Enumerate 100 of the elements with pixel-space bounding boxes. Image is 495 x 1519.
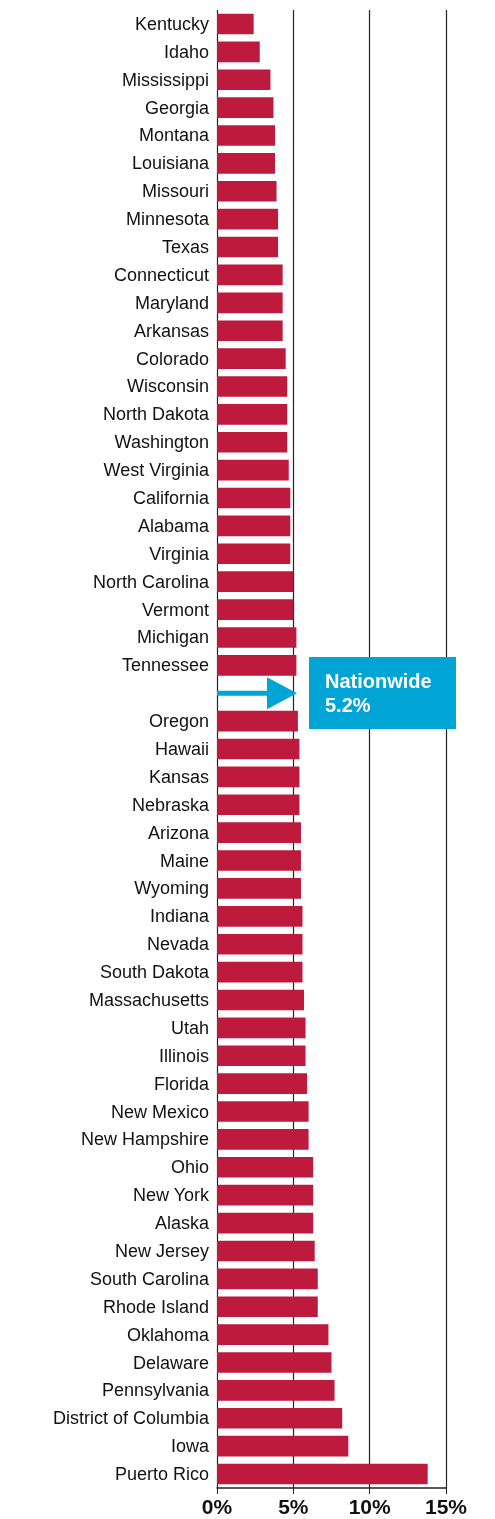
bar: [217, 41, 260, 63]
bar: [217, 180, 277, 202]
y-tick-label: Oklahoma: [126, 1324, 210, 1345]
bar: [217, 1184, 314, 1206]
bar: [217, 850, 301, 871]
bar: [217, 348, 286, 369]
bar: [217, 459, 289, 481]
bar: [217, 1240, 315, 1262]
bar: [217, 1435, 349, 1457]
bar: [217, 1463, 428, 1485]
y-tick-label: Vermont: [141, 599, 209, 620]
bar: [217, 1380, 335, 1401]
y-tick-label: Minnesota: [125, 209, 210, 230]
y-tick-label: West Virginia: [103, 460, 210, 481]
bar: [217, 543, 291, 565]
y-tick-label: Kansas: [148, 766, 209, 787]
bar: [217, 292, 283, 314]
bar: [217, 515, 291, 537]
bar: [217, 878, 301, 899]
bar: [217, 738, 300, 760]
y-tick-label: Maryland: [134, 292, 209, 313]
x-tick-label: 5%: [278, 1495, 309, 1518]
y-tick-label: Wyoming: [134, 878, 209, 899]
x-tick-label: 0%: [201, 1495, 233, 1518]
y-tick-label: North Dakota: [102, 404, 210, 425]
y-tick-label: Alabama: [137, 515, 210, 536]
bar: [217, 208, 279, 230]
bar: [217, 906, 303, 927]
y-tick-label: Ohio: [170, 1157, 209, 1178]
bar: [217, 961, 303, 983]
bar: [217, 933, 303, 955]
bar: [217, 1407, 343, 1429]
bar: [217, 989, 305, 1011]
y-tick-label: Wisconsin: [126, 376, 209, 397]
x-tick-label: 10%: [348, 1495, 392, 1518]
bar: [217, 376, 288, 397]
y-tick-label: Hawaii: [154, 739, 209, 759]
annotation: Nationwide 5.2%: [309, 657, 456, 730]
bar: [217, 1045, 306, 1067]
bar: [217, 794, 300, 816]
y-tick-label: Delaware: [132, 1352, 209, 1373]
y-tick-label: Colorado: [135, 348, 209, 369]
y-tick-label: Puerto Rico: [114, 1464, 209, 1485]
bar: [217, 766, 300, 788]
y-tick-label: Tennessee: [121, 655, 209, 676]
bar: [217, 125, 276, 146]
y-tick-label: New York: [132, 1185, 210, 1206]
y-tick-label: Nevada: [146, 934, 210, 955]
y-tick-label: Kentucky: [134, 13, 209, 34]
y-tick-label: Indiana: [149, 906, 210, 927]
y-tick-label: Arkansas: [133, 320, 209, 341]
y-tick-label: Washington: [114, 432, 209, 453]
y-tick-label: Florida: [153, 1073, 210, 1094]
y-tick-label: South Carolina: [89, 1268, 210, 1289]
bar: [217, 627, 297, 648]
bar: [217, 1129, 309, 1150]
bar: [217, 97, 274, 118]
y-tick-label: Texas: [161, 237, 209, 258]
bar: [217, 1017, 306, 1039]
bar: [217, 1268, 318, 1290]
bar: [217, 571, 294, 592]
y-tick-label: Montana: [138, 125, 210, 146]
y-tick-label: Idaho: [163, 41, 209, 62]
y-tick-label: District of Columbia: [52, 1408, 210, 1429]
bar: [217, 1101, 309, 1122]
y-tick-label: Massachusetts: [88, 989, 209, 1010]
y-tick-label: Oregon: [148, 711, 209, 732]
bar: [217, 1073, 308, 1094]
y-tick-label: California: [132, 488, 210, 509]
bar: [217, 404, 288, 425]
y-tick-label: New Mexico: [110, 1101, 209, 1122]
bar: [217, 1296, 318, 1318]
y-tick-label: Michigan: [136, 627, 209, 648]
y-tick-label: Louisiana: [131, 153, 210, 174]
bar: [217, 236, 279, 258]
bar: [217, 264, 283, 286]
x-tick-label: 15%: [424, 1495, 468, 1518]
y-tick-label: Maine: [159, 850, 209, 871]
bar: [217, 1156, 314, 1178]
y-tick-label: New Hampshire: [80, 1129, 209, 1150]
y-tick-label: Utah: [170, 1017, 209, 1038]
bar: [217, 1324, 329, 1345]
y-tick-label: Pennsylvania: [101, 1380, 210, 1401]
y-tick-label: South Dakota: [99, 962, 210, 983]
y-tick-label: Iowa: [170, 1436, 210, 1457]
y-tick-label: Connecticut: [113, 264, 209, 285]
y-tick-label: Missouri: [141, 181, 209, 202]
bar: [217, 1352, 332, 1373]
y-tick-label: Georgia: [144, 97, 210, 118]
bar: [217, 487, 291, 509]
y-tick-label: New Jersey: [114, 1240, 209, 1261]
bar: [217, 599, 294, 620]
y-tick-label: Virginia: [149, 543, 210, 564]
bar: [217, 1212, 314, 1234]
y-tick-label: Illinois: [158, 1045, 209, 1066]
bar: [217, 153, 276, 174]
bar: [217, 320, 283, 342]
bar: [217, 13, 254, 35]
y-tick-label: Alaska: [154, 1213, 210, 1234]
y-tick-label: Arizona: [147, 822, 210, 843]
